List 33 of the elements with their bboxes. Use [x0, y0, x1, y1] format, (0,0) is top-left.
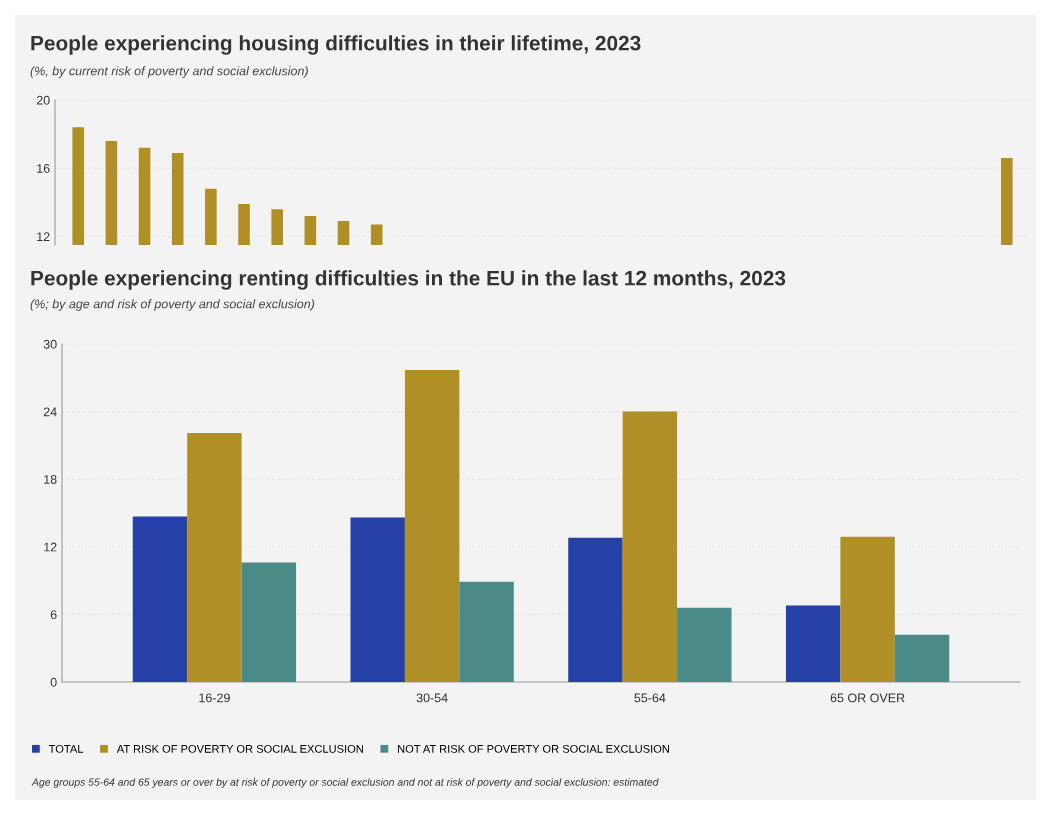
- text: Age groups 55-64 and 65 years or over by at risk of poverty or social exclusion and not at risk of poverty and social exclusion: estimated: [31, 778, 659, 788]
- bar: [677, 607, 732, 682]
- bar: [132, 516, 188, 682]
- chart-subtitle: (%; by age and risk of poverty and social exclusion): [30, 299, 315, 311]
- x-tick-label: 16-29: [199, 693, 230, 703]
- y-tick-label: 16: [37, 164, 50, 173]
- x-tick-label: 55-64: [634, 693, 666, 703]
- y-tick-label: 6: [50, 610, 57, 620]
- bar: [568, 537, 623, 682]
- y-tick-label: 24: [43, 407, 57, 417]
- legend-label: AT RISK OF POVERTY OR SOCIAL EXCLUSION: [116, 744, 363, 753]
- chart-title: People experiencing housing difficulties in their lifetime, 2023: [31, 35, 641, 55]
- legend-label: NOT AT RISK OF POVERTY OR SOCIAL EXCLUSION: [398, 744, 669, 753]
- y-tick-label: 18: [44, 475, 57, 484]
- y-tick-label: 12: [44, 542, 57, 552]
- bar: [622, 411, 678, 682]
- y-tick-label: 30: [43, 339, 57, 349]
- bar: [785, 605, 841, 682]
- bar: [459, 581, 514, 682]
- y-tick-label: 20: [36, 95, 50, 105]
- bar: [840, 536, 895, 682]
- chart-title: People experiencing renting difficulties in the EU in the last 12 months, 2023: [31, 270, 786, 290]
- legend-label: TOTAL: [48, 744, 84, 753]
- bar: [894, 634, 950, 682]
- x-tick-label: 30-54: [416, 693, 448, 703]
- bar: [350, 517, 405, 682]
- chart-subtitle: (%, by current risk of poverty and social exclusion): [30, 66, 308, 78]
- bar: [404, 369, 460, 682]
- bar: [241, 562, 297, 682]
- y-tick-label: 12: [37, 232, 50, 241]
- bar: [187, 433, 242, 682]
- y-tick-label: 0: [50, 677, 57, 687]
- x-tick-label: 65 OR OVER: [830, 693, 905, 703]
